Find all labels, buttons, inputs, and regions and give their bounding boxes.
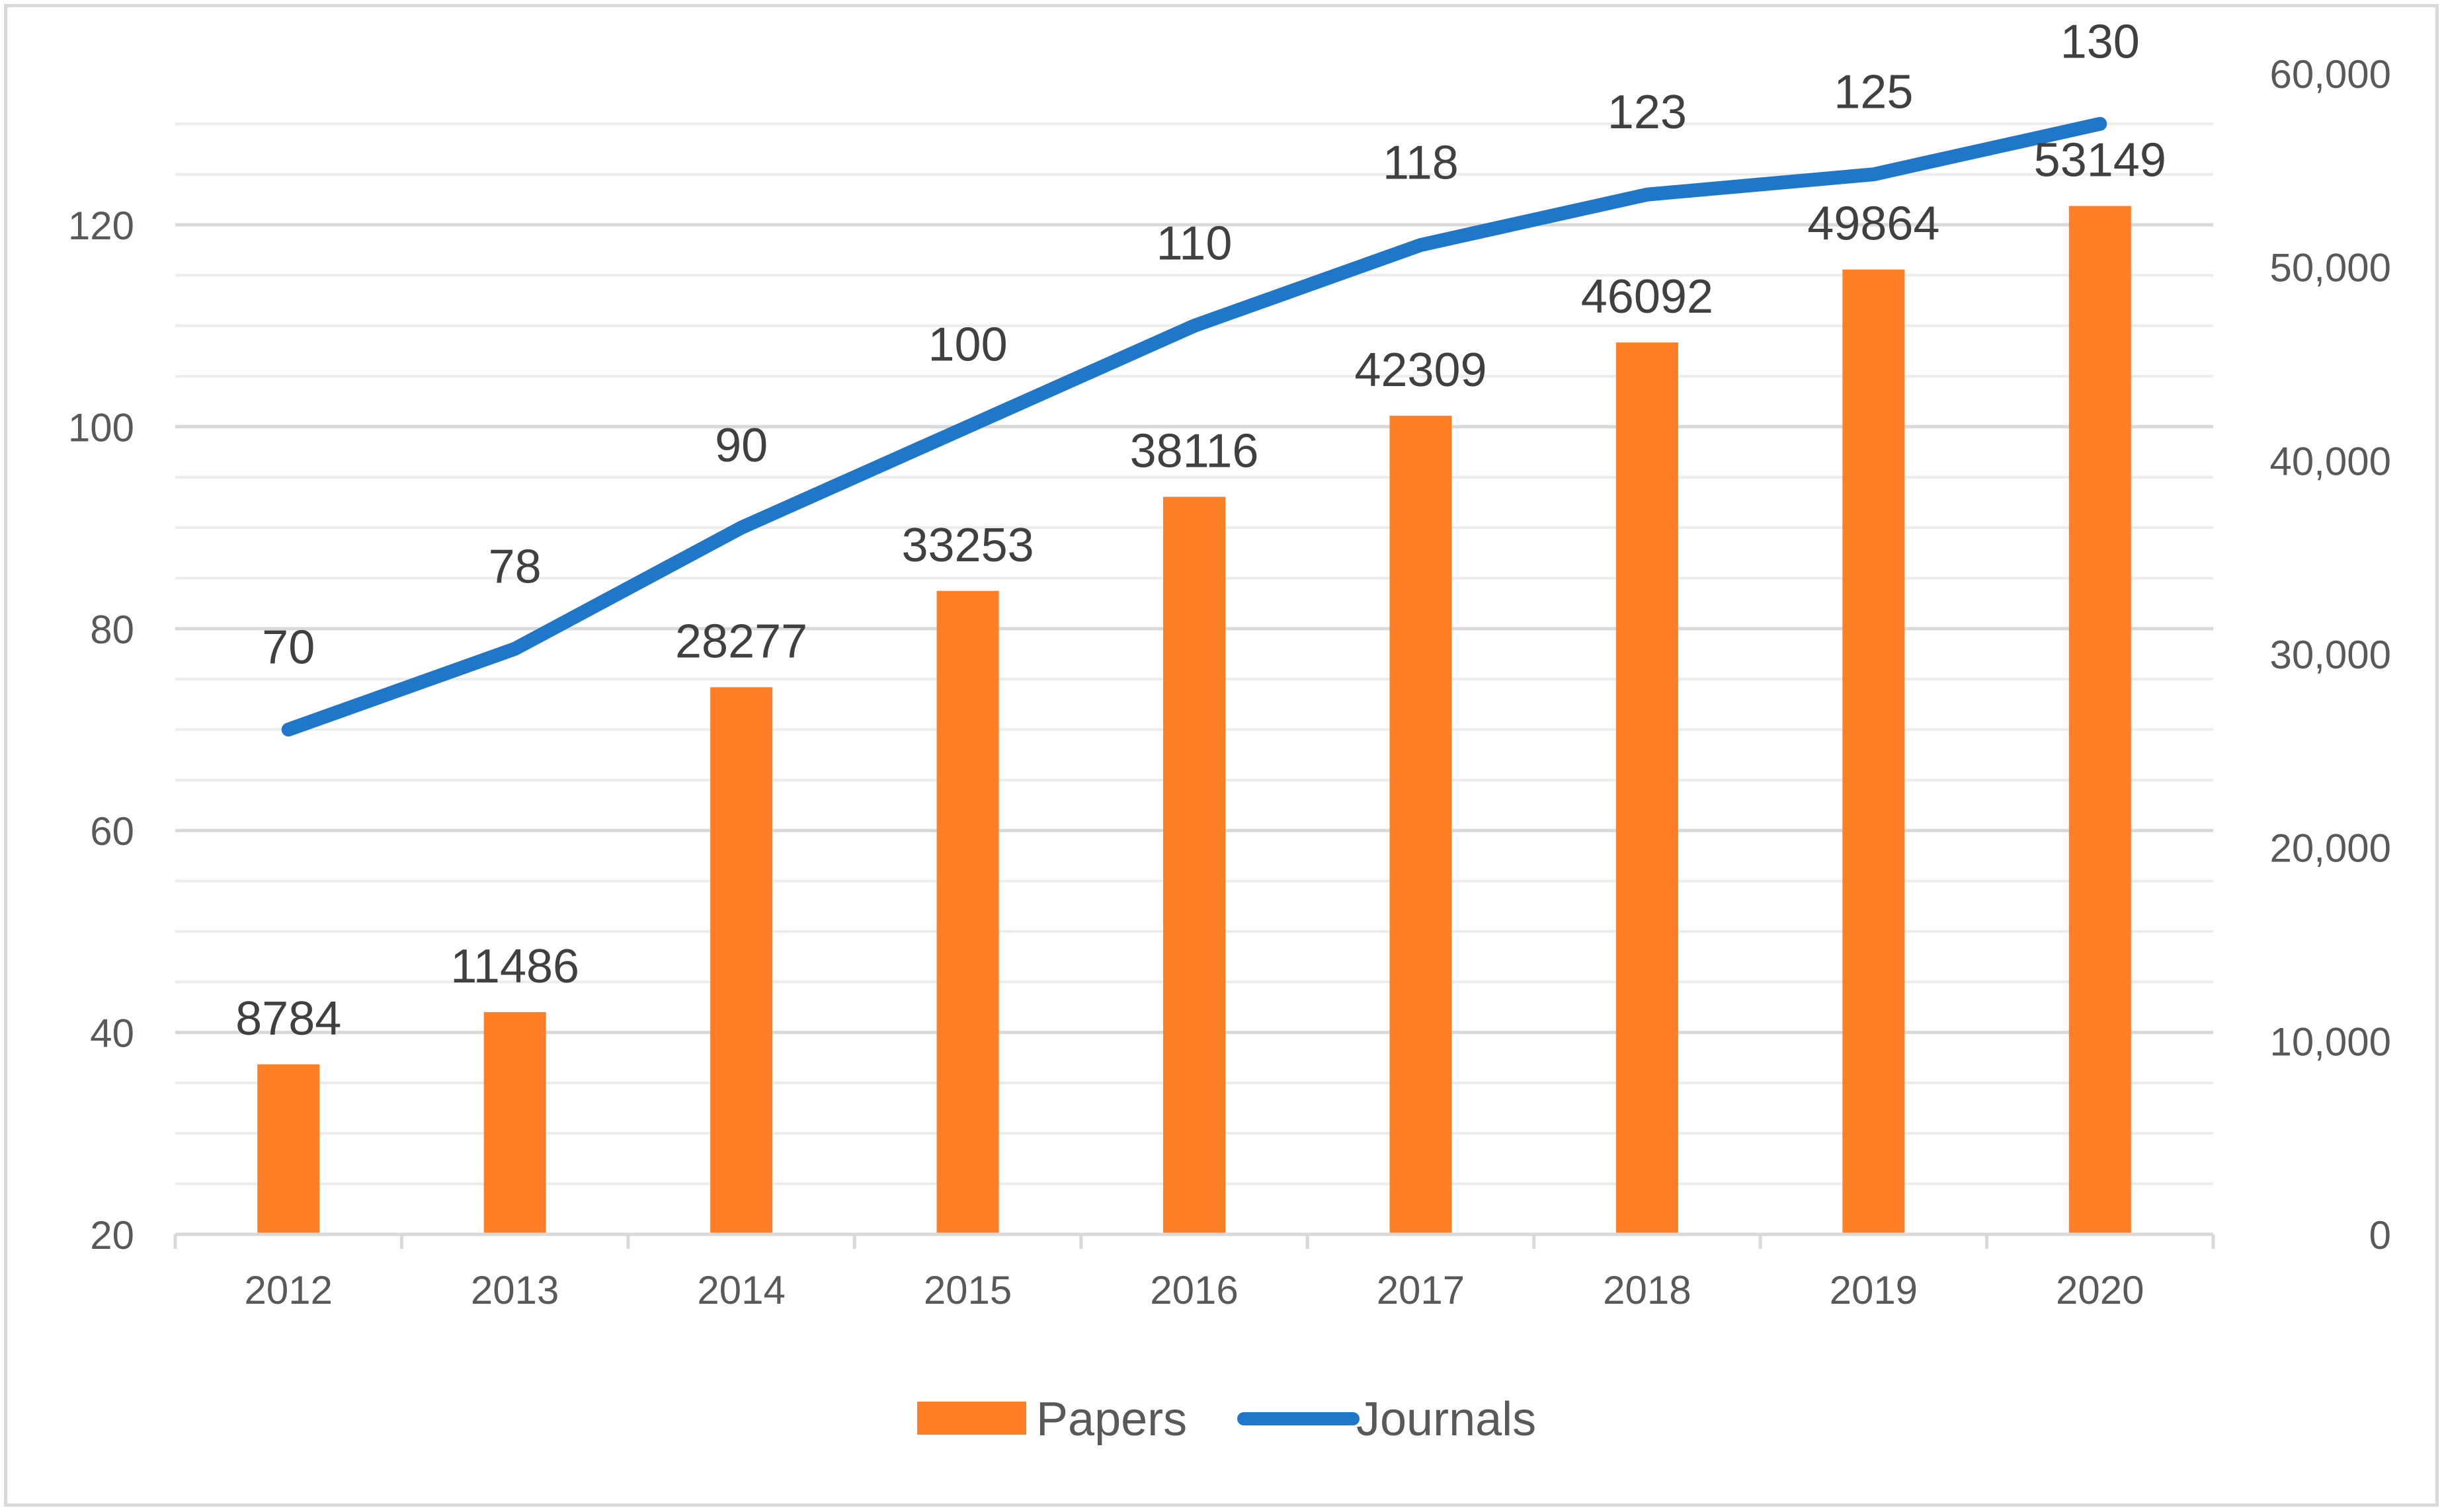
papers-bar-2020 — [2068, 206, 2131, 1235]
right-tick-label: 20,000 — [2269, 826, 2391, 871]
journals-data-label: 130 — [2060, 15, 2140, 68]
left-tick-label: 60 — [90, 809, 134, 854]
papers-bar-2016 — [1163, 497, 1225, 1235]
chart-frame: 20 40 60 80 100 120 0 10,000 20,000 30,000 40,000… — [4, 4, 2439, 1507]
journals-line — [281, 116, 2107, 737]
papers-data-labels: 8784 11486 28277 33253 38116 42309 46092 49864 5… — [235, 134, 2166, 1045]
papers-bars — [257, 206, 2131, 1235]
x-axis-ticks: 2012 2013 2014 2015 2016 2017 2018 2019 2020 — [244, 1268, 2144, 1312]
left-tick-label: 40 — [90, 1012, 134, 1056]
papers-bar-2012 — [257, 1064, 320, 1234]
x-tick-label: 2019 — [1830, 1268, 1918, 1312]
papers-bar-2019 — [1842, 269, 1905, 1234]
x-tick-label: 2017 — [1377, 1268, 1465, 1312]
papers-data-label: 8784 — [235, 992, 341, 1045]
papers-data-label: 42309 — [1354, 344, 1487, 397]
left-tick-label: 120 — [68, 204, 134, 248]
x-tick-label: 2016 — [1150, 1268, 1238, 1312]
papers-data-label: 38116 — [1130, 424, 1259, 477]
x-tick-label: 2014 — [697, 1268, 785, 1312]
papers-bar-2018 — [1615, 342, 1678, 1234]
papers-data-label: 46092 — [1581, 270, 1713, 323]
journals-data-label: 90 — [715, 419, 768, 472]
legend-papers-swatch — [917, 1402, 1026, 1435]
journals-data-label: 78 — [489, 540, 542, 593]
x-tick-label: 2015 — [924, 1268, 1012, 1312]
left-tick-label: 20 — [90, 1213, 134, 1257]
legend-journals-label: Journals — [1356, 1393, 1536, 1446]
left-tick-label: 80 — [90, 608, 134, 652]
papers-data-label: 53149 — [2034, 134, 2166, 187]
x-tick-label: 2012 — [244, 1268, 332, 1312]
left-axis-ticks: 20 40 60 80 100 120 — [68, 204, 134, 1257]
papers-bar-2013 — [483, 1012, 546, 1234]
papers-data-label: 11486 — [450, 940, 579, 993]
legend-papers-label: Papers — [1036, 1393, 1187, 1446]
papers-data-label: 28277 — [675, 615, 807, 668]
left-tick-label: 100 — [68, 405, 134, 450]
papers-bar-2014 — [710, 687, 773, 1234]
right-tick-label: 40,000 — [2269, 439, 2391, 483]
right-tick-label: 30,000 — [2269, 633, 2391, 677]
x-tick-label: 2013 — [471, 1268, 559, 1312]
right-tick-label: 50,000 — [2269, 246, 2391, 290]
papers-bar-2015 — [936, 590, 999, 1234]
x-tick-label: 2018 — [1603, 1268, 1691, 1312]
journals-data-labels: 70 78 90 100 110 118 123 125 130 — [262, 15, 2140, 674]
papers-bar-2017 — [1389, 415, 1452, 1234]
journals-data-label: 125 — [1834, 66, 1913, 119]
x-axis — [173, 1232, 2215, 1249]
combo-chart: 20 40 60 80 100 120 0 10,000 20,000 30,000 40,000… — [68, 15, 2391, 1446]
journals-data-label: 70 — [262, 621, 315, 674]
papers-data-label: 49864 — [1807, 198, 1939, 251]
right-tick-label: 60,000 — [2269, 52, 2391, 97]
right-axis-ticks: 0 10,000 20,000 30,000 40,000 50,000 60,000 — [2269, 52, 2391, 1257]
papers-data-label: 33253 — [901, 519, 1034, 572]
right-tick-label: 10,000 — [2269, 1019, 2391, 1064]
journals-data-label: 100 — [928, 318, 1007, 371]
legend: Papers Journals — [917, 1393, 1536, 1446]
x-tick-label: 2020 — [2056, 1268, 2144, 1312]
right-tick-label: 0 — [2369, 1213, 2391, 1257]
journals-data-label: 110 — [1157, 218, 1233, 270]
journals-series-line — [281, 116, 2107, 737]
journals-data-label: 118 — [1383, 137, 1459, 190]
journals-data-label: 123 — [1608, 86, 1687, 139]
